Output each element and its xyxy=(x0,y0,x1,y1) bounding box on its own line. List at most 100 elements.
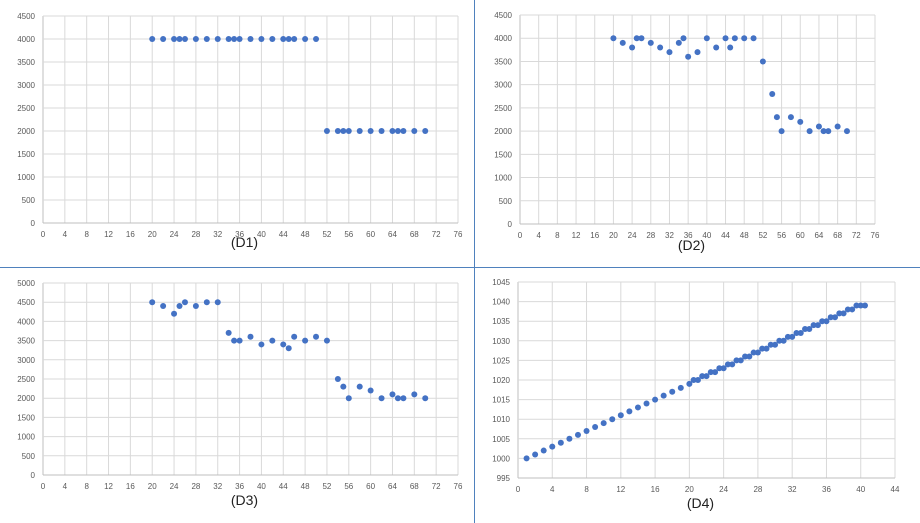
data-point xyxy=(258,36,265,42)
data-point xyxy=(690,377,697,383)
data-point xyxy=(334,128,341,134)
y-tick-label: 1000 xyxy=(17,433,35,442)
y-tick-label: 4500 xyxy=(494,11,512,20)
data-point xyxy=(323,337,330,344)
data-point xyxy=(685,53,692,60)
x-tick-label: 12 xyxy=(616,485,625,494)
x-tick-label: 60 xyxy=(366,230,375,239)
chart-d3: 0 4 8 12 16 20 24 28 32 36 40 44 48 52 56 60 64 68 72 76 0 50… xyxy=(0,268,474,523)
data-point xyxy=(291,36,298,42)
y-tick-label: 1000 xyxy=(494,174,512,183)
x-tick-label: 44 xyxy=(721,231,730,240)
chart-caption: (D1) xyxy=(231,234,258,250)
chart-caption: (D4) xyxy=(687,495,714,511)
y-tick-label: 2000 xyxy=(494,127,512,136)
data-point xyxy=(843,128,850,135)
data-point xyxy=(557,439,564,446)
x-tick-label: 24 xyxy=(719,485,728,494)
x-tick-label: 40 xyxy=(856,485,865,494)
y-tick-label: 2000 xyxy=(17,394,35,403)
y-tick-label: 3000 xyxy=(494,81,512,90)
data-point xyxy=(269,36,276,42)
x-tick-label: 12 xyxy=(104,482,113,491)
data-point xyxy=(827,314,834,321)
data-point xyxy=(203,36,210,42)
data-point xyxy=(776,337,783,344)
data-point xyxy=(302,337,309,344)
data-point xyxy=(797,329,804,336)
y-tick-label: 4000 xyxy=(494,34,512,43)
data-point xyxy=(192,36,199,42)
y-tick-label: 4000 xyxy=(17,317,35,326)
x-tick-label: 20 xyxy=(609,231,618,240)
y-tick-label: 500 xyxy=(22,452,36,461)
data-point xyxy=(302,36,309,42)
data-point xyxy=(160,36,167,42)
data-point xyxy=(634,404,641,411)
data-point xyxy=(815,123,822,130)
y-tick-label: 3500 xyxy=(17,58,35,67)
x-tick-label: 68 xyxy=(410,230,419,239)
data-point xyxy=(778,128,785,135)
data-point xyxy=(176,303,183,310)
x-tick-label: 60 xyxy=(796,231,805,240)
x-tick-label: 32 xyxy=(213,482,222,491)
x-tick-label: 32 xyxy=(213,230,222,239)
y-tick-label: 1030 xyxy=(492,337,510,346)
data-point xyxy=(214,36,221,42)
data-point xyxy=(750,35,757,42)
data-point xyxy=(754,349,761,356)
data-point xyxy=(820,128,827,135)
data-point xyxy=(712,369,719,376)
x-tick-label: 60 xyxy=(366,482,375,491)
data-point xyxy=(703,35,710,42)
x-tick-label: 64 xyxy=(388,482,397,491)
chart-d1: 0 4 8 12 16 20 24 28 32 36 40 44 48 52 56 60 64 68 72 76 0 50… xyxy=(0,0,474,267)
data-point xyxy=(844,306,851,313)
y-tick-label: 1500 xyxy=(17,413,35,422)
x-tick-label: 16 xyxy=(126,482,135,491)
x-tick-label: 72 xyxy=(432,482,441,491)
data-point xyxy=(759,345,766,352)
data-point xyxy=(181,36,188,42)
y-tick-label: 3500 xyxy=(17,337,35,346)
data-point xyxy=(247,36,254,42)
x-tick-label: 76 xyxy=(454,230,463,239)
y-tick-label: 3500 xyxy=(494,57,512,66)
chart-d2: 0 4 8 12 16 20 24 28 32 36 40 44 48 52 56 60 64 68 72 76 0 50… xyxy=(475,0,920,267)
data-point xyxy=(652,396,659,403)
data-point xyxy=(285,36,292,42)
y-tick-label: 1005 xyxy=(492,435,510,444)
chart-svg: 0 4 8 12 16 20 24 28 32 36 40 44 48 52 56 60 64 68 72 76050… xyxy=(17,12,463,250)
y-tick-label: 1015 xyxy=(492,396,510,405)
x-tick-label: 64 xyxy=(388,230,397,239)
data-point xyxy=(356,383,363,390)
data-point xyxy=(171,310,178,317)
data-point xyxy=(523,455,530,462)
x-tick-label: 56 xyxy=(777,231,786,240)
data-point xyxy=(231,36,238,42)
data-point xyxy=(394,395,401,402)
data-point xyxy=(694,49,701,56)
data-point xyxy=(313,333,320,340)
x-tick-label: 40 xyxy=(257,230,266,239)
x-tick-label: 44 xyxy=(279,230,288,239)
x-tick-label: 56 xyxy=(344,230,353,239)
x-tick-label: 40 xyxy=(702,231,711,240)
data-point xyxy=(699,373,706,380)
data-point xyxy=(836,310,843,317)
y-tick-label: 1000 xyxy=(492,454,510,463)
x-tick-label: 20 xyxy=(148,230,157,239)
data-point xyxy=(411,128,418,134)
x-tick-label: 4 xyxy=(550,485,555,494)
data-point xyxy=(258,341,265,348)
x-tick-label: 32 xyxy=(788,485,797,494)
x-tick-label: 0 xyxy=(41,230,46,239)
data-point xyxy=(583,427,590,434)
x-tick-label: 12 xyxy=(572,231,581,240)
data-point xyxy=(592,424,599,431)
data-point xyxy=(334,376,341,382)
data-point xyxy=(797,118,804,125)
data-point xyxy=(825,128,832,135)
data-point xyxy=(834,123,841,130)
